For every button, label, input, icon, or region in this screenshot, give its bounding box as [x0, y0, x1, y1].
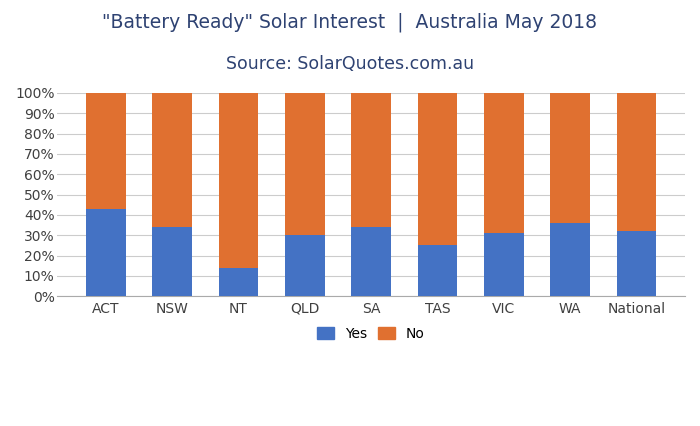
- Bar: [617, 231, 657, 296]
- Bar: [152, 93, 192, 227]
- Text: Source: SolarQuotes.com.au: Source: SolarQuotes.com.au: [226, 55, 474, 73]
- Bar: [550, 93, 590, 223]
- Legend: Yes, No: Yes, No: [312, 321, 430, 346]
- Bar: [218, 93, 258, 268]
- Bar: [418, 93, 457, 245]
- Bar: [351, 93, 391, 227]
- Bar: [86, 93, 125, 209]
- Bar: [285, 93, 325, 235]
- Bar: [550, 223, 590, 296]
- Bar: [418, 245, 457, 296]
- Bar: [351, 227, 391, 296]
- Bar: [86, 209, 125, 296]
- Bar: [285, 235, 325, 296]
- Bar: [218, 268, 258, 296]
- Bar: [617, 93, 657, 231]
- Text: "Battery Ready" Solar Interest  |  Australia May 2018: "Battery Ready" Solar Interest | Austral…: [102, 13, 598, 32]
- Bar: [152, 227, 192, 296]
- Bar: [484, 233, 524, 296]
- Bar: [484, 93, 524, 233]
